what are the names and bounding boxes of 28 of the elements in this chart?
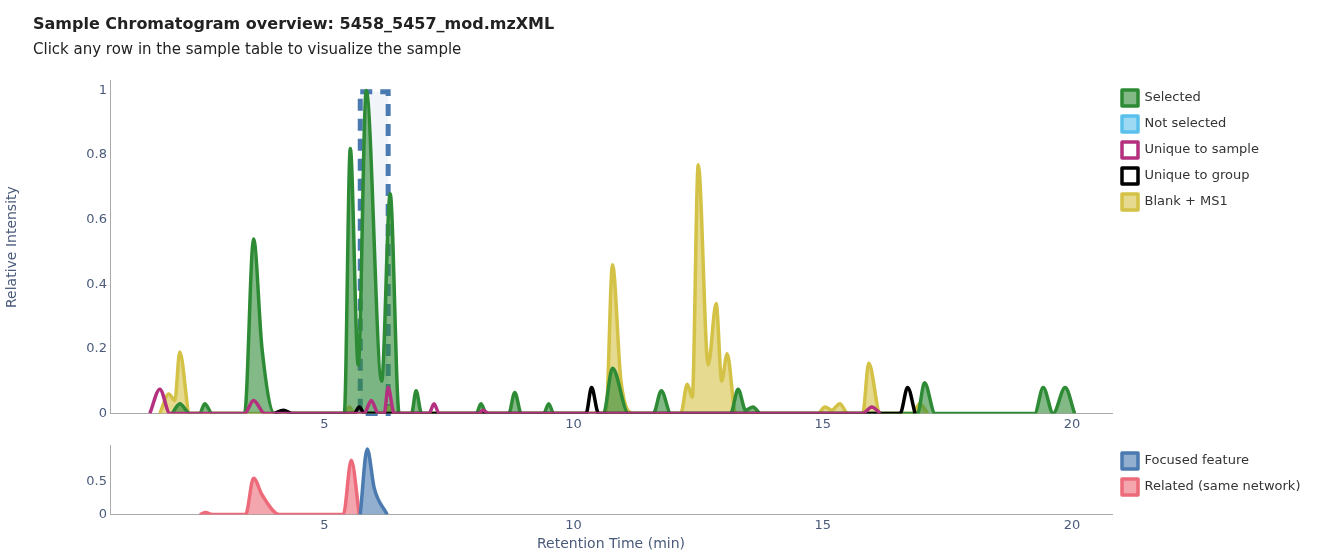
x-tick-label: 10 — [565, 516, 582, 532]
y-axis-title: Relative Intensity — [3, 186, 20, 309]
x-tick-label: 5 — [320, 516, 329, 532]
y-tick-label: 1 — [98, 81, 107, 97]
y-tick-label: 0.5 — [86, 472, 107, 488]
legend-label: Unique to sample — [1144, 141, 1259, 157]
x-tick-label: 15 — [814, 415, 832, 431]
y-tick-label: 0.6 — [86, 211, 107, 227]
legend-label: Blank + MS1 — [1144, 193, 1228, 209]
legend-label: Focused feature — [1144, 452, 1249, 468]
y-tick-label: 0.2 — [86, 340, 107, 356]
chart-title: Sample Chromatogram overview: 5458_5457_mod.mzXML — [33, 14, 555, 33]
x-tick-label: 20 — [1063, 516, 1081, 532]
line-series — [148, 385, 882, 414]
legend-label: Selected — [1144, 89, 1201, 105]
y-tick-label: 0.8 — [86, 146, 107, 162]
legend-label: Not selected — [1144, 115, 1227, 131]
y-tick-label: 0 — [98, 505, 107, 521]
x-tick-label: 15 — [814, 516, 832, 532]
legend-label: Related (same network) — [1144, 478, 1301, 494]
chart-subtitle: Click any row in the sample table to visualize the sample — [33, 40, 463, 58]
legend-label: Unique to group — [1144, 167, 1250, 183]
x-tick-label: 20 — [1063, 415, 1081, 431]
y-tick-label: 0.4 — [86, 275, 107, 291]
x-tick-label: 10 — [565, 415, 582, 431]
x-axis-title: Retention Time (min) — [537, 535, 685, 552]
y-tick-label: 0 — [98, 404, 107, 420]
x-tick-label: 5 — [320, 415, 329, 431]
